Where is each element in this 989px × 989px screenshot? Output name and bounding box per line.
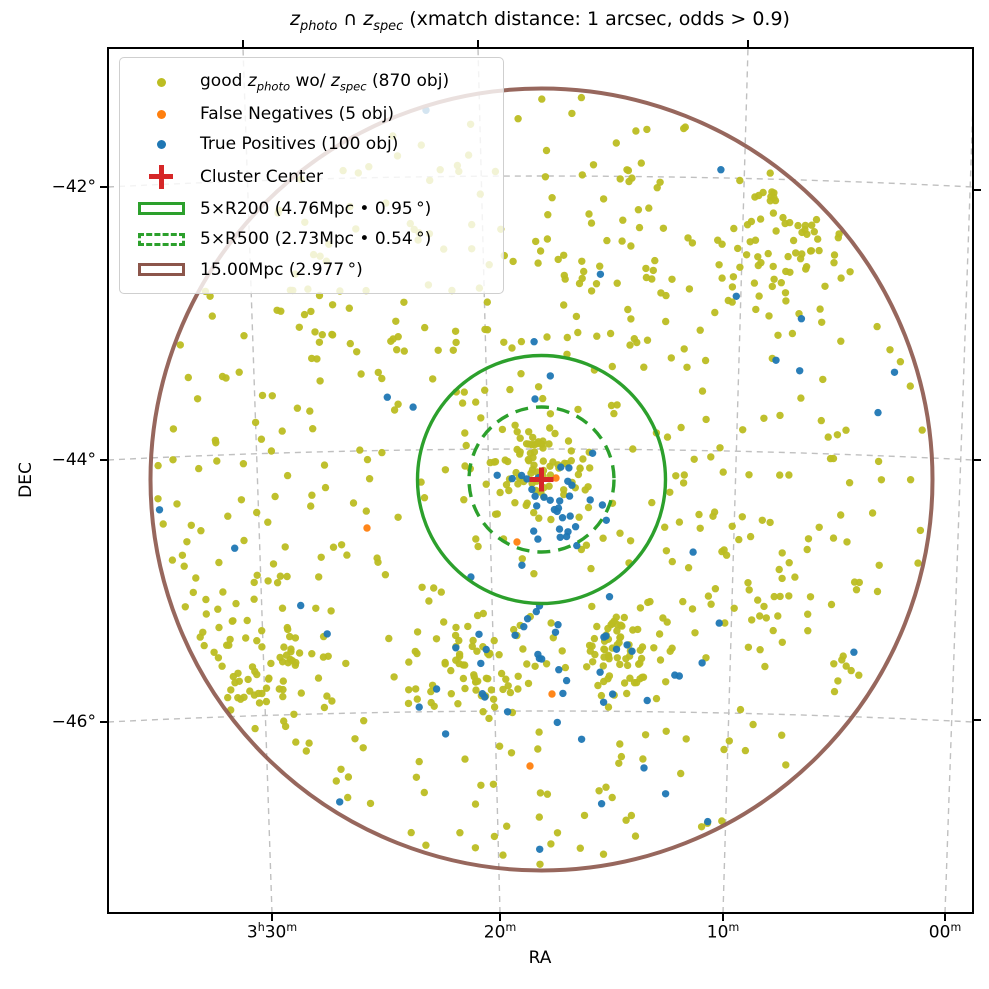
legend-item-mpc15: 15.00Mpc (2.977 °) — [130, 260, 499, 280]
legend-marker-mpc15-icon — [130, 263, 192, 277]
legend-box: good zphoto wo/ zspec (870 obj) False Neg… — [119, 57, 504, 294]
legend-label-false-negatives: False Negatives (5 obj) — [200, 104, 395, 125]
legend-label-mpc15: 15.00Mpc (2.977 °) — [200, 259, 363, 280]
legend-label-r500: 5×R500 (2.73Mpc • 0.54 °) — [200, 229, 432, 250]
tick-marks — [100, 40, 981, 921]
legend-marker-true-positives-icon — [130, 139, 192, 149]
y-tick-label: −46° — [51, 712, 96, 732]
false-negative-points — [363, 474, 560, 770]
legend-label-true-positives: True Positives (100 obj) — [200, 134, 399, 155]
cluster-center-marker — [529, 467, 554, 492]
x-tick-label: 20m — [483, 921, 517, 943]
x-axis-label: RA — [528, 948, 552, 968]
mpc15-circle — [148, 86, 935, 873]
legend-label-r200: 5×R200 (4.76Mpc • 0.95 °) — [200, 198, 432, 219]
r200-circle — [415, 353, 668, 606]
scatter-good-points — [154, 93, 926, 868]
legend-item-true-positives: True Positives (100 obj) — [130, 134, 499, 154]
legend-item-false-negatives: False Negatives (5 obj) — [130, 104, 499, 124]
legend-item-r500: 5×R500 (2.73Mpc • 0.54 °) — [130, 229, 499, 249]
axes-frame — [107, 47, 974, 914]
legend-item-good-zphoto: good zphoto wo/ zspec (870 obj) — [130, 71, 499, 94]
legend-marker-cluster-center-icon — [130, 164, 192, 189]
legend-item-r200: 5×R200 (4.76Mpc • 0.95 °) — [130, 199, 499, 219]
x-tick-label: 10m — [706, 921, 740, 943]
legend-marker-false-negatives-icon — [130, 109, 192, 119]
legend-marker-r500-icon — [130, 232, 192, 246]
y-tick-label: −42° — [51, 177, 96, 197]
legend-item-cluster-center: Cluster Center — [130, 164, 499, 189]
plot-title: zphoto ∩ zspec (xmatch distance: 1 arcse… — [290, 8, 790, 34]
legend-marker-r200-icon — [130, 202, 192, 216]
x-tick-label: 3h30m — [246, 921, 298, 943]
legend-label-cluster-center: Cluster Center — [200, 166, 323, 187]
r500-circle — [467, 405, 616, 554]
true-positive-points — [155, 106, 899, 853]
x-tick-label: 00m — [928, 921, 962, 943]
y-axis-label: DEC — [16, 462, 36, 498]
y-tick-label: −44° — [51, 450, 96, 470]
legend-label-good-zphoto: good zphoto wo/ zspec (870 obj) — [200, 71, 450, 94]
legend-marker-good-zphoto-icon — [130, 78, 192, 87]
